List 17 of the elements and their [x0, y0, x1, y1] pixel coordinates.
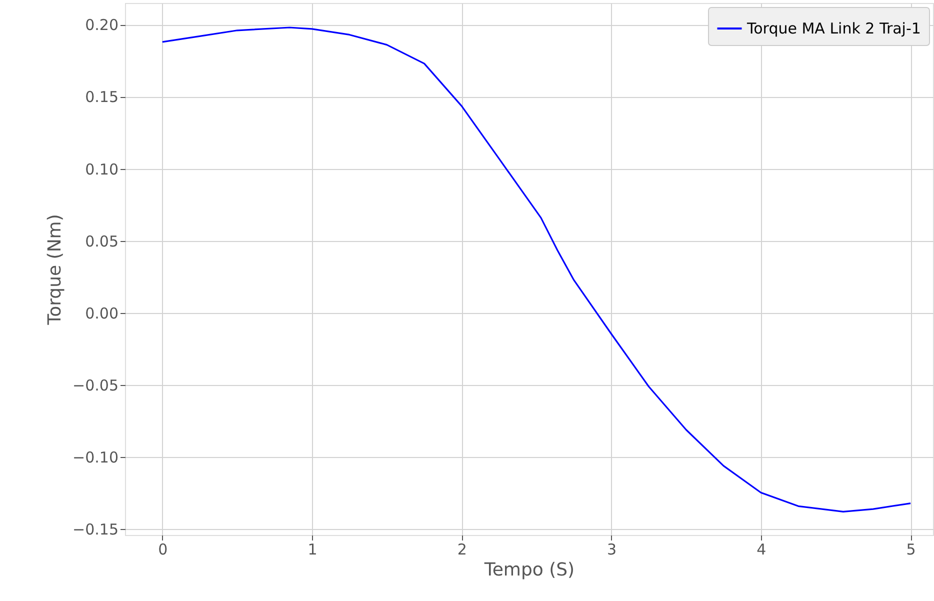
x-tick-label: 3 [607, 540, 617, 558]
y-tick-label: 0.05 [85, 232, 118, 250]
y-tick-label: 0.15 [85, 88, 118, 106]
y-axis-title: Torque (Nm) [44, 214, 66, 326]
x-tick-label: 5 [906, 540, 916, 558]
y-tick-label: −0.05 [72, 376, 118, 395]
x-axis-title: Tempo (S) [483, 560, 575, 580]
x-tick-label: 2 [457, 540, 467, 558]
x-tick-label: 4 [756, 540, 766, 558]
y-tick-label: −0.15 [72, 520, 118, 539]
y-tick-label: 0.20 [85, 16, 118, 34]
x-tick-label: 1 [308, 540, 318, 558]
x-tick-label: 0 [158, 540, 168, 558]
legend-label: Torque MA Link 2 Traj-1 [746, 20, 921, 38]
y-tick-label: −0.10 [72, 448, 118, 467]
y-tick-label: 0.00 [85, 304, 118, 322]
y-tick-label: 0.10 [85, 160, 118, 178]
